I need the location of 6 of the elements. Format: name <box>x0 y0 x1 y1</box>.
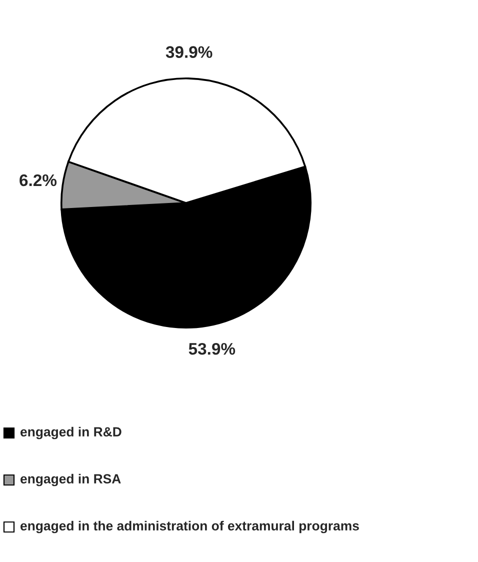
legend-label: engaged in the administration of extramural programs <box>20 520 359 534</box>
data-label: 39.9% <box>166 46 212 58</box>
legend-label: engaged in RSA <box>20 474 121 486</box>
data-label: 53.9% <box>188 342 236 355</box>
data-label: 6.2% <box>20 174 57 186</box>
legend-label: engaged in R&D <box>20 426 122 440</box>
